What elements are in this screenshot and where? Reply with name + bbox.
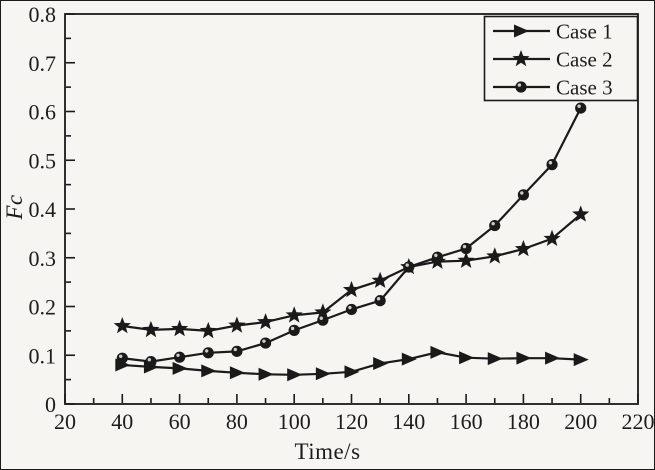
case-3-marker-icon <box>460 242 472 255</box>
y-tick-label: 0.8 <box>29 2 57 27</box>
case-3-marker-icon-highlight <box>520 191 524 195</box>
legend-case-2-marker-icon <box>512 50 530 67</box>
case-3-marker-icon <box>374 295 386 307</box>
case-3-marker-icon-highlight <box>290 326 295 331</box>
case-3-marker-icon <box>202 347 214 359</box>
case-1-marker-icon <box>459 351 475 365</box>
case-3-marker-icon-highlight <box>262 339 266 343</box>
y-tick-label: 0.3 <box>29 246 57 271</box>
case-3-marker-icon <box>546 159 558 171</box>
x-tick-label: 40 <box>111 409 133 434</box>
case-3-marker-icon-highlight <box>348 305 352 310</box>
x-tick-label: 220 <box>622 409 655 434</box>
case-3-marker-icon-highlight <box>119 354 123 358</box>
case-3-marker-icon-highlight <box>548 161 553 165</box>
y-tick-label: 0.4 <box>29 197 57 222</box>
legend-case-2-label: Case 2 <box>556 48 613 72</box>
case-3-marker-icon-highlight <box>462 244 467 249</box>
case-1-marker-icon <box>573 353 589 367</box>
legend-case-3-label: Case 3 <box>556 76 613 100</box>
case-3-marker-icon <box>489 219 501 232</box>
case-2-marker-icon <box>199 321 217 339</box>
case-1-marker-icon <box>172 361 188 375</box>
x-axis-title: Time/s <box>294 439 361 464</box>
x-tick-label: 60 <box>169 409 191 434</box>
y-tick-label: 0.6 <box>29 100 57 125</box>
case-3-marker-icon-highlight <box>204 349 209 353</box>
y-tick-label: 0.5 <box>29 148 57 173</box>
case-1-marker-icon <box>545 351 561 365</box>
case-2-marker-icon <box>314 303 332 320</box>
case-3-marker-icon-highlight <box>434 253 438 258</box>
case-1-marker-icon <box>315 367 331 381</box>
x-tick-label: 200 <box>564 409 597 434</box>
case-1-marker-icon <box>430 345 446 359</box>
case-2-marker-icon <box>543 229 561 246</box>
case-3-marker-icon <box>259 337 272 349</box>
case-3-marker-icon <box>174 351 186 363</box>
x-tick-label: 80 <box>226 409 248 434</box>
case-2-marker-icon <box>371 271 389 288</box>
case-3-marker-icon-highlight <box>233 347 237 352</box>
y-tick-label: 0.2 <box>29 295 57 320</box>
case-3-marker-icon <box>231 345 243 357</box>
x-tick-label: 20 <box>54 409 76 434</box>
legend-case-3-marker-icon-highlight <box>517 83 522 87</box>
case-3-marker-icon-highlight <box>319 316 323 320</box>
case-2-marker-icon <box>171 319 189 337</box>
x-tick-label: 180 <box>507 409 540 434</box>
plot-frame <box>64 13 639 405</box>
case-1-marker-icon <box>287 368 303 382</box>
case-1-marker-icon <box>516 351 532 365</box>
x-tick-label: 120 <box>335 409 368 434</box>
case-2-marker-icon <box>342 280 361 298</box>
case-3-marker-icon-highlight <box>577 104 581 108</box>
case-3-marker-icon <box>431 251 444 263</box>
case-2-marker-icon <box>142 320 160 338</box>
case-3-marker-icon-highlight <box>405 263 409 267</box>
case-2-marker-icon <box>257 313 275 330</box>
case-1-marker-icon <box>201 364 217 378</box>
case-1-marker-icon <box>229 366 245 380</box>
case-3-series-line <box>122 107 582 363</box>
y-tick-label: 0.1 <box>29 343 57 368</box>
case-1-marker-icon <box>258 367 274 381</box>
case-3-marker-icon-highlight <box>176 353 180 357</box>
legend-case-3-marker-icon <box>515 81 527 93</box>
case-3-marker-icon <box>517 189 530 201</box>
case-2-marker-icon <box>285 306 303 323</box>
x-tick-label: 140 <box>392 409 425 434</box>
case-3-marker-icon-highlight <box>147 357 152 362</box>
case-3-marker-icon <box>288 324 300 336</box>
legend-case-1-label: Case 1 <box>556 20 613 44</box>
case-1-marker-icon <box>373 357 389 371</box>
case-1-marker-icon <box>344 365 360 379</box>
y-tick-label: 0 <box>45 392 56 417</box>
y-axis-title: Fc <box>2 194 27 220</box>
y-tick-label: 0.7 <box>29 51 57 76</box>
x-tick-label: 100 <box>278 409 311 434</box>
case-2-marker-icon <box>486 247 504 264</box>
case-2-marker-icon <box>514 240 532 257</box>
case-3-marker-icon-highlight <box>491 221 495 226</box>
case-3-marker-icon-highlight <box>376 297 381 301</box>
case-3-marker-icon <box>116 352 128 364</box>
case-1-marker-icon <box>401 352 417 366</box>
case-2-marker-icon <box>572 205 590 222</box>
case-3-marker-icon <box>575 102 587 114</box>
legend-case-1-marker-icon <box>514 24 529 38</box>
x-tick-label: 160 <box>450 409 483 434</box>
case-3-marker-icon <box>345 303 358 316</box>
case-2-marker-icon <box>457 251 475 268</box>
case-2-marker-icon <box>228 316 246 333</box>
case-3-marker-icon <box>145 355 157 368</box>
case-2-marker-icon <box>113 317 131 334</box>
case-3-marker-icon <box>403 261 415 273</box>
case-1-marker-icon <box>487 352 503 366</box>
case-3-marker-icon <box>317 314 329 326</box>
